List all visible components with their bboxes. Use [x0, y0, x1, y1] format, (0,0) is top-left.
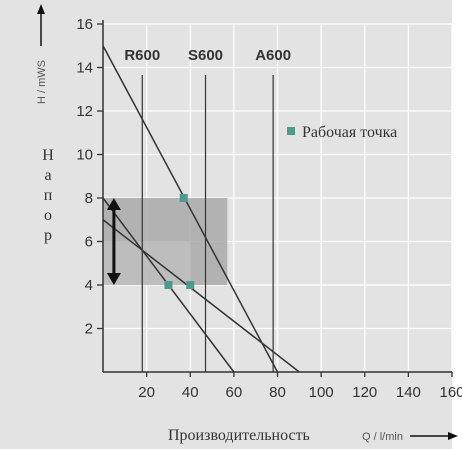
legend-marker — [287, 127, 295, 135]
y-tick-label-6: 6 — [85, 234, 93, 251]
y-tick-label-8: 8 — [85, 190, 93, 207]
curve-s600 — [102, 45, 279, 373]
x-tick-label-120: 120 — [352, 384, 377, 401]
x-axis-unit: Q / l/min — [362, 431, 403, 443]
x-tick-label-160: 160 — [439, 384, 462, 401]
operating-point-0 — [179, 194, 188, 202]
x-tick-label-40: 40 — [182, 384, 199, 401]
model-label-a600: A600 — [255, 47, 291, 64]
y-axis-label-char-3: о — [44, 207, 52, 224]
axis-layer: 2 4 6 8 10 12 14 16 20 40 60 80 100 120 140 160 — [76, 16, 462, 401]
y-tick-label-12: 12 — [76, 103, 93, 120]
range-arrow-head-top — [106, 198, 121, 210]
y-tick-label-10: 10 — [76, 147, 93, 164]
y-tick-label-16: 16 — [76, 16, 93, 33]
y-tick-label-14: 14 — [76, 60, 93, 77]
y-axis-unit: H / mWS — [36, 60, 48, 104]
y-axis-label-char-2: п — [44, 187, 53, 204]
range-arrow-head-bottom — [106, 273, 121, 285]
y-tick-label-4: 4 — [85, 277, 93, 294]
working-range-layer — [103, 198, 228, 285]
grid-layer — [103, 23, 453, 372]
y-axis-label-char-1: а — [44, 167, 51, 184]
x-tick-label-20: 20 — [138, 384, 155, 401]
operating-point-2 — [186, 281, 195, 289]
model-label-r600: R600 — [124, 47, 160, 64]
model-reference-lines — [141, 75, 274, 372]
curve-a600 — [102, 219, 300, 373]
legend-label: Рабочая точка — [302, 124, 397, 141]
x-tick-label-100: 100 — [309, 384, 334, 401]
x-unit-arrow-head — [448, 432, 458, 440]
model-label-s600: S600 — [188, 47, 223, 64]
x-tick-label-60: 60 — [226, 384, 243, 401]
y-axis-label-char-0: Н — [42, 147, 54, 164]
operating-point-1 — [164, 281, 173, 289]
y-axis-label-char-4: р — [44, 227, 52, 244]
y-unit-arrow-head — [37, 4, 45, 14]
label-layer: Рабочая точка Производительность Q / l/m… — [36, 4, 458, 444]
x-axis-label: Производительность — [168, 427, 310, 444]
operating-point-layer — [106, 194, 195, 289]
x-tick-label-80: 80 — [269, 384, 286, 401]
x-tick-label-140: 140 — [396, 384, 421, 401]
y-tick-label-2: 2 — [85, 321, 93, 338]
